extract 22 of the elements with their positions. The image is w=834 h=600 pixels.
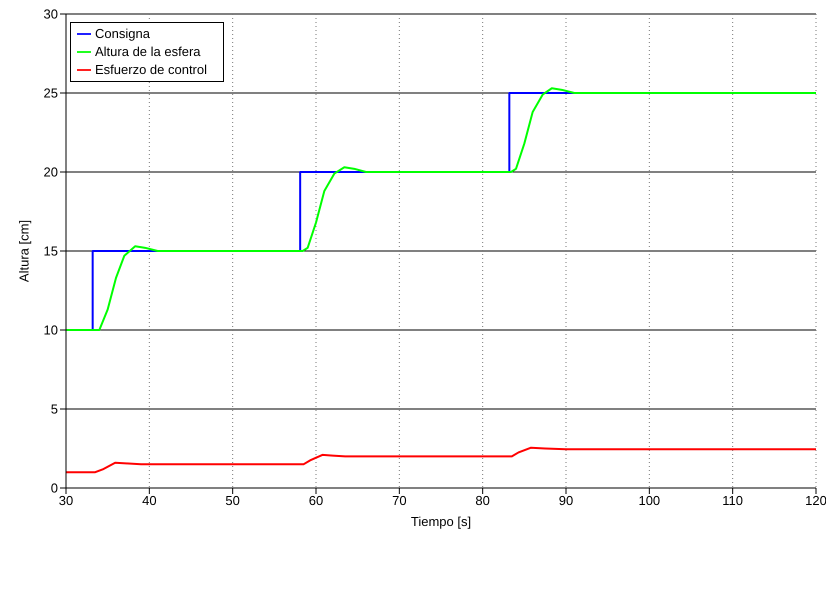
y-tick-label: 20 — [44, 164, 58, 180]
x-tick-label: 90 — [558, 493, 574, 508]
x-tick-label: 80 — [475, 493, 490, 508]
x-axis-title: Tiempo [s] — [410, 514, 472, 529]
x-tick-label: 60 — [308, 493, 324, 508]
x-tick-label: 70 — [392, 493, 407, 508]
x-tick-label: 100 — [638, 493, 660, 508]
x-tick-label: 50 — [225, 493, 240, 508]
y-axis-title: Altura [cm] — [16, 220, 32, 282]
x-tick-label: 120 — [805, 493, 827, 508]
y-tick-label: 30 — [44, 6, 58, 22]
x-tick-label: 110 — [722, 493, 744, 508]
legend-label: Altura de la esfera — [95, 44, 201, 59]
legend-label: Consigna — [95, 26, 150, 41]
legend-label: Esfuerzo de control — [95, 62, 208, 77]
line-series — [66, 446, 816, 474]
y-tick-label: 15 — [44, 244, 58, 259]
y-tick-label: 0 — [50, 480, 58, 496]
y-tick-label: 5 — [50, 402, 58, 417]
x-tick-label: 40 — [142, 493, 157, 508]
y-tick-label: 25 — [44, 86, 58, 101]
y-tick-label: 10 — [44, 322, 58, 338]
